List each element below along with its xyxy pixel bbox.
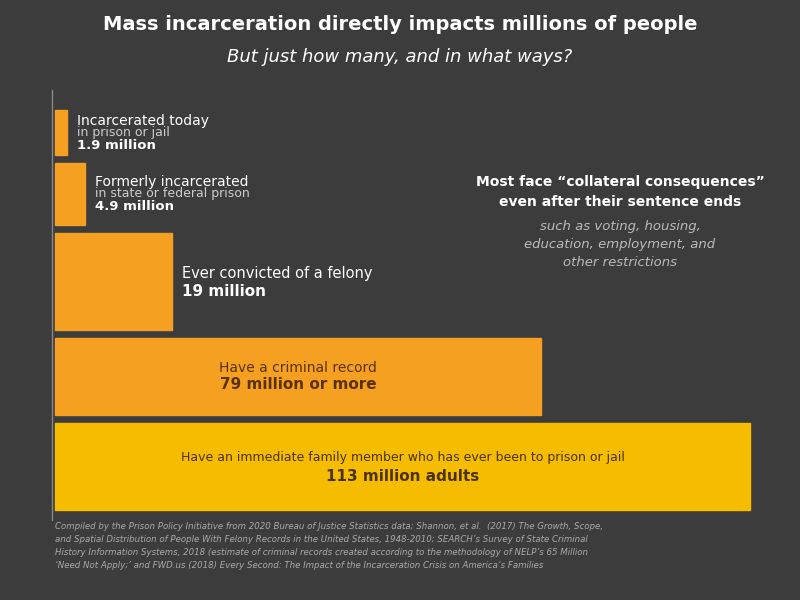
- Text: Most face “collateral consequences”
even after their sentence ends: Most face “collateral consequences” even…: [476, 175, 764, 208]
- Bar: [55, 338, 541, 415]
- Text: 113 million adults: 113 million adults: [326, 469, 479, 484]
- Text: in prison or jail: in prison or jail: [77, 126, 170, 139]
- Bar: [55, 423, 750, 510]
- Text: Have a criminal record: Have a criminal record: [219, 361, 377, 374]
- Text: But just how many, and in what ways?: But just how many, and in what ways?: [227, 48, 573, 66]
- Bar: [55, 233, 172, 330]
- Bar: [55, 163, 85, 225]
- Text: Have an immediate family member who has ever been to prison or jail: Have an immediate family member who has …: [181, 451, 625, 464]
- Text: 4.9 million: 4.9 million: [95, 200, 174, 214]
- Text: Incarcerated today: Incarcerated today: [77, 113, 209, 127]
- Text: 1.9 million: 1.9 million: [77, 139, 155, 152]
- Text: Compiled by the Prison Policy Initiative from 2020 Bureau of Justice Statistics : Compiled by the Prison Policy Initiative…: [55, 522, 603, 569]
- Text: 19 million: 19 million: [182, 284, 266, 299]
- Text: in state or federal prison: in state or federal prison: [95, 187, 250, 200]
- Text: Formerly incarcerated: Formerly incarcerated: [95, 175, 249, 189]
- Text: 79 million or more: 79 million or more: [220, 377, 376, 392]
- Text: such as voting, housing,
education, employment, and
other restrictions: such as voting, housing, education, empl…: [525, 220, 715, 269]
- Bar: [55, 110, 66, 155]
- Text: Ever convicted of a felony: Ever convicted of a felony: [182, 266, 372, 281]
- Text: Mass incarceration directly impacts millions of people: Mass incarceration directly impacts mill…: [102, 15, 698, 34]
